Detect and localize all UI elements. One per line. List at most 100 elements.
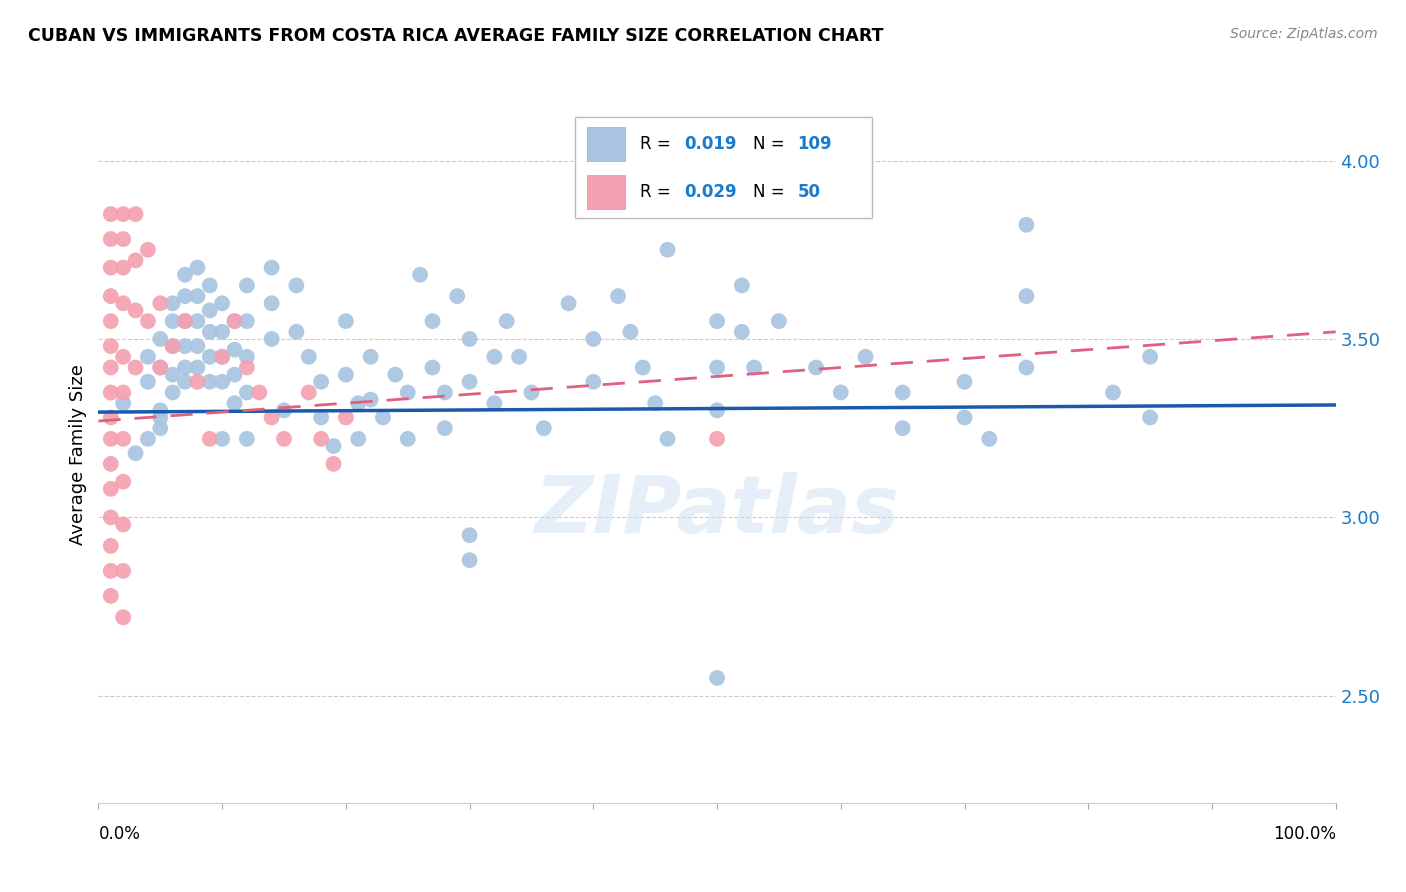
- Point: [136, 243, 159, 257]
- Point: [557, 296, 579, 310]
- Point: [422, 314, 444, 328]
- Point: [162, 314, 184, 328]
- Point: [149, 360, 172, 375]
- Point: [100, 260, 122, 275]
- Point: [804, 360, 827, 375]
- Point: [112, 564, 135, 578]
- Point: [731, 325, 754, 339]
- Point: [1015, 289, 1038, 303]
- Point: [100, 410, 122, 425]
- Point: [162, 368, 184, 382]
- Point: [224, 314, 246, 328]
- Point: [174, 339, 197, 353]
- Text: 0.0%: 0.0%: [98, 825, 141, 843]
- Point: [124, 207, 146, 221]
- Point: [891, 421, 914, 435]
- Point: [1015, 360, 1038, 375]
- Point: [174, 314, 197, 328]
- Point: [433, 421, 456, 435]
- Point: [236, 360, 259, 375]
- Point: [100, 510, 122, 524]
- Point: [236, 432, 259, 446]
- Point: [100, 432, 122, 446]
- Point: [335, 314, 357, 328]
- Point: [396, 432, 419, 446]
- Point: [360, 350, 382, 364]
- Point: [124, 253, 146, 268]
- Point: [891, 385, 914, 400]
- Point: [495, 314, 517, 328]
- Point: [830, 385, 852, 400]
- Point: [236, 314, 259, 328]
- Point: [371, 410, 394, 425]
- Point: [285, 278, 308, 293]
- Point: [112, 432, 135, 446]
- Point: [136, 314, 159, 328]
- Point: [458, 332, 481, 346]
- Point: [174, 268, 197, 282]
- Point: [162, 339, 184, 353]
- Point: [582, 332, 605, 346]
- Point: [285, 325, 308, 339]
- Point: [298, 350, 321, 364]
- Point: [198, 350, 221, 364]
- Point: [731, 278, 754, 293]
- Text: ZIPatlas: ZIPatlas: [534, 472, 900, 549]
- Point: [186, 314, 208, 328]
- Point: [136, 350, 159, 364]
- Point: [186, 339, 208, 353]
- Point: [409, 268, 432, 282]
- Point: [100, 232, 122, 246]
- Point: [136, 432, 159, 446]
- Point: [198, 325, 221, 339]
- Point: [162, 385, 184, 400]
- Point: [520, 385, 543, 400]
- Point: [953, 375, 976, 389]
- Point: [112, 385, 135, 400]
- Point: [384, 368, 406, 382]
- Point: [484, 396, 506, 410]
- Point: [347, 432, 370, 446]
- Point: [100, 207, 122, 221]
- Point: [619, 325, 641, 339]
- Point: [162, 296, 184, 310]
- Point: [260, 332, 283, 346]
- Point: [260, 296, 283, 310]
- Point: [100, 339, 122, 353]
- Point: [706, 403, 728, 417]
- Point: [309, 410, 332, 425]
- Point: [174, 289, 197, 303]
- Point: [112, 232, 135, 246]
- Point: [224, 314, 246, 328]
- Point: [768, 314, 790, 328]
- Point: [174, 360, 197, 375]
- Point: [112, 517, 135, 532]
- Point: [273, 432, 295, 446]
- Point: [100, 457, 122, 471]
- Point: [112, 350, 135, 364]
- Point: [112, 610, 135, 624]
- Point: [211, 350, 233, 364]
- Point: [149, 296, 172, 310]
- Point: [149, 410, 172, 425]
- Point: [247, 385, 270, 400]
- Point: [236, 385, 259, 400]
- Point: [174, 375, 197, 389]
- Point: [149, 332, 172, 346]
- Point: [706, 360, 728, 375]
- Point: [298, 385, 321, 400]
- Point: [224, 368, 246, 382]
- Point: [198, 303, 221, 318]
- Point: [631, 360, 654, 375]
- Point: [112, 296, 135, 310]
- Point: [1102, 385, 1125, 400]
- Legend: Cubans, Immigrants from Costa Rica: Cubans, Immigrants from Costa Rica: [508, 888, 927, 892]
- Point: [198, 278, 221, 293]
- Point: [458, 375, 481, 389]
- Point: [855, 350, 877, 364]
- Point: [706, 432, 728, 446]
- Point: [742, 360, 765, 375]
- Point: [174, 314, 197, 328]
- Point: [422, 360, 444, 375]
- Point: [458, 553, 481, 567]
